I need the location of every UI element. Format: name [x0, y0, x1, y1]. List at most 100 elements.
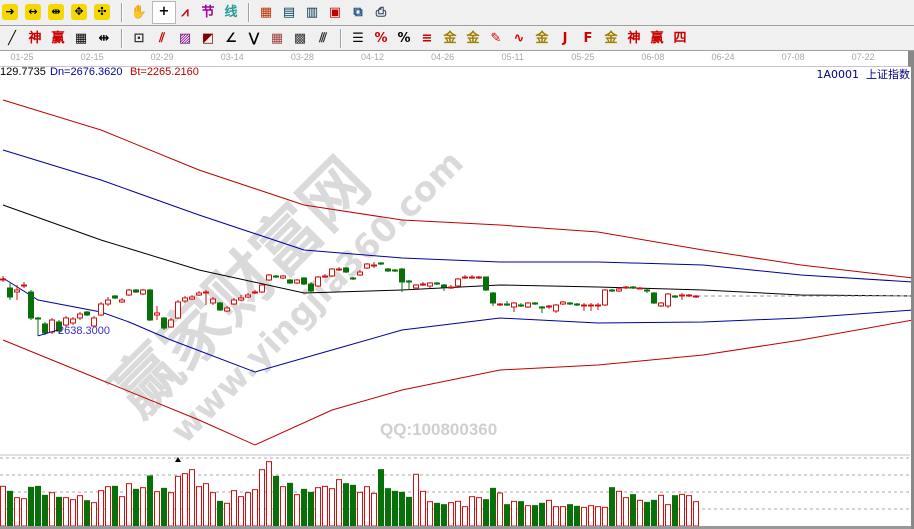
crosshair-icon[interactable]: +	[152, 1, 176, 24]
section-icon[interactable]: 节	[201, 5, 215, 20]
parallel-lines-icon[interactable]: ⫻	[319, 31, 327, 46]
candlestick	[378, 262, 384, 265]
percent-line-icon[interactable]: %	[374, 31, 388, 46]
volume-bar	[21, 498, 27, 527]
shen-line-icon[interactable]: 神	[28, 31, 42, 46]
shen-fan-icon[interactable]: 神	[627, 31, 641, 46]
right-border	[911, 51, 914, 529]
candle-body	[546, 305, 552, 308]
gold-circle-icon[interactable]: 金	[443, 31, 457, 46]
line-label-icon[interactable]: 线	[224, 5, 238, 20]
candle-body	[301, 277, 307, 285]
box-icon[interactable]: ⊡	[133, 31, 145, 46]
candlestick	[392, 269, 398, 272]
percent-icon[interactable]: %	[397, 31, 411, 46]
line-draw-icon[interactable]: ⩘	[181, 5, 189, 20]
si-fan-icon[interactable]: 四	[673, 31, 687, 46]
candlestick	[364, 263, 370, 269]
volume-bar	[581, 506, 587, 527]
move-all-diamond-icon[interactable]: ✣	[94, 4, 110, 20]
candlestick	[420, 282, 426, 286]
grid-icon[interactable]: ▦	[270, 31, 284, 46]
network-icon[interactable]: ⧉	[353, 5, 363, 20]
volume-bar	[182, 473, 188, 527]
save-icon[interactable]: ▣	[328, 5, 342, 20]
gann-fan-icon[interactable]: ◩	[201, 31, 215, 46]
candlestick	[525, 302, 531, 308]
candle-body	[658, 302, 664, 307]
percent-bands-icon[interactable]: ≡	[421, 31, 433, 46]
volume-bar	[287, 482, 293, 527]
candle-body	[28, 291, 34, 319]
candlestick	[308, 282, 314, 293]
candlestick	[553, 304, 559, 313]
candle-body	[448, 286, 454, 289]
candlestick	[287, 279, 293, 284]
gann-box-icon[interactable]: ▨	[178, 31, 192, 46]
candlestick	[91, 316, 97, 327]
shrink-horizontal-diamond-icon[interactable]: ⇹	[48, 4, 64, 20]
grid-ruler-icon[interactable]: ▦	[74, 31, 88, 46]
wave-icon[interactable]: ∿	[513, 31, 525, 46]
pen-icon[interactable]: ✎	[490, 31, 502, 46]
volume-bar	[658, 494, 664, 527]
ying-fan-icon[interactable]: 赢	[650, 31, 664, 46]
hand-icon[interactable]: ✋	[130, 5, 148, 20]
gold-fan-icon[interactable]: 金	[604, 31, 618, 46]
indicator-info-bar: 129.7735 Dn=2676.3620 Bt=2265.2160 1A000…	[0, 66, 914, 81]
candlestick	[343, 267, 349, 273]
ying-line-icon[interactable]: 赢	[51, 31, 65, 46]
candlestick	[301, 277, 307, 285]
expand-all-diamond-icon[interactable]: ✥	[71, 4, 87, 20]
candle-body	[315, 276, 321, 287]
calculator-icon[interactable]: ▤	[282, 5, 296, 20]
angle-icon[interactable]: ∠	[225, 31, 237, 46]
volume-bar	[266, 461, 272, 527]
j-fan-icon[interactable]: J	[562, 31, 568, 46]
document-icon[interactable]: ▥	[305, 5, 319, 20]
candle-body	[609, 289, 615, 292]
candlestick	[196, 291, 202, 296]
gold-box-icon[interactable]: 金	[535, 31, 549, 46]
candle-body	[322, 275, 328, 278]
candle-body	[154, 312, 160, 316]
candle-body	[553, 304, 559, 312]
volume-bar	[518, 501, 524, 527]
zigzag-icon[interactable]: ⋁	[248, 31, 260, 46]
candle-body	[147, 289, 153, 321]
candle-body	[238, 297, 244, 301]
expand-horizontal-diamond-icon[interactable]: ↔	[25, 4, 41, 20]
volume-bar	[490, 487, 496, 527]
candle-body	[574, 303, 580, 306]
volume-bar	[553, 506, 559, 527]
volume-bar	[588, 505, 594, 527]
volume-bar	[147, 475, 153, 527]
arrow-right-diamond-icon[interactable]: ➜	[2, 4, 18, 20]
measure-icon[interactable]: ⇹	[98, 31, 110, 46]
volume-bar	[413, 473, 419, 527]
fib-lines-icon[interactable]: ☰	[352, 31, 364, 46]
calendar-icon[interactable]: ▦	[259, 5, 273, 20]
printer-icon[interactable]: ⎙	[375, 5, 387, 20]
trend-line-icon[interactable]: ╱	[8, 31, 16, 46]
bottom-scrollbar[interactable]	[0, 526, 914, 529]
candle-body	[567, 302, 573, 305]
toolbar-separator	[340, 29, 342, 48]
candle-body	[637, 287, 643, 290]
grid-arrow-icon[interactable]: ▩	[293, 31, 307, 46]
fan-lines-icon[interactable]: ⫽	[159, 31, 165, 46]
candlestick	[224, 306, 230, 312]
candlestick	[532, 302, 538, 305]
candle-body	[0, 278, 6, 281]
volume-bar	[280, 486, 286, 527]
candlestick	[560, 301, 566, 305]
volume-bar	[343, 483, 349, 527]
candle-body	[644, 289, 650, 292]
candlestick	[574, 303, 580, 306]
gold-lines-icon[interactable]: 金	[466, 31, 480, 46]
candle-body	[679, 294, 685, 297]
watermark-qq: QQ:100800360	[380, 420, 497, 439]
candlestick	[469, 275, 475, 279]
f-fan-icon[interactable]: F	[583, 31, 593, 46]
